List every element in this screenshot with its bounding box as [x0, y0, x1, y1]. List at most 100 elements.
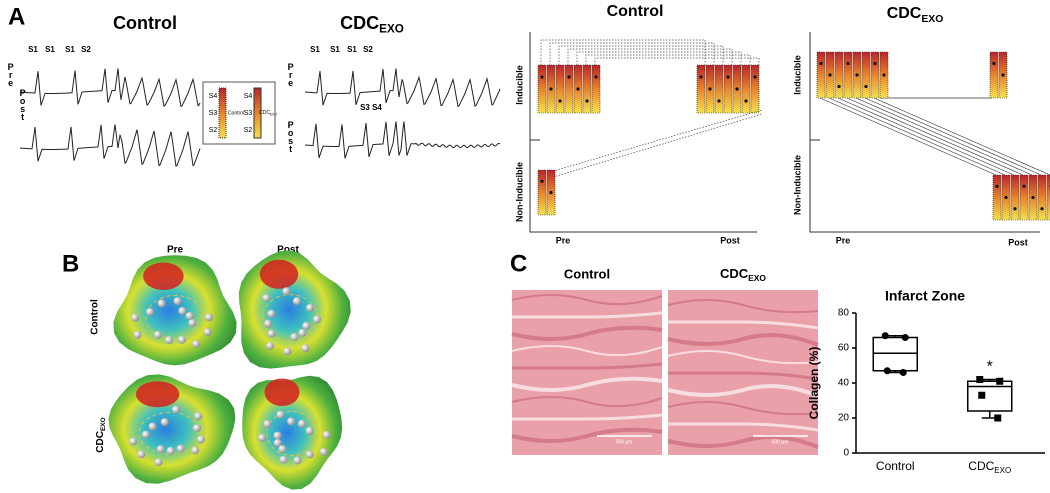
mapping-point — [283, 347, 292, 356]
image-title: CDCEXO — [720, 266, 766, 283]
legend-level: S2 — [209, 127, 218, 134]
mapping-point — [276, 410, 285, 419]
axis-label: Pre — [836, 235, 851, 245]
axis-label: Post — [720, 235, 740, 245]
ecg-title: Control — [113, 13, 177, 33]
ecg-trace — [304, 121, 501, 159]
animal-column — [537, 64, 547, 114]
dot — [855, 73, 859, 77]
y-tick-label: 40 — [838, 378, 850, 389]
scar-region — [259, 259, 299, 289]
dot — [744, 99, 748, 103]
box — [967, 380, 1013, 412]
dot — [828, 73, 832, 77]
mapping-point — [178, 307, 187, 316]
mapping-point — [192, 424, 201, 433]
dot — [708, 87, 712, 91]
stim-label: S1 — [310, 45, 320, 54]
data-point — [996, 377, 1004, 385]
y-tick-label: 60 — [838, 343, 850, 354]
stim-label: S1 — [28, 45, 38, 54]
connector — [819, 97, 997, 176]
x-tick-label-sub: EXO — [994, 466, 1011, 475]
dot — [567, 75, 571, 79]
post-label: Post — [18, 88, 28, 120]
data-point — [901, 334, 909, 341]
tissue-fiber — [512, 413, 663, 421]
mapping-point — [129, 437, 138, 446]
axis-label: Pre — [556, 235, 571, 245]
dot — [576, 87, 580, 91]
connector — [837, 97, 1015, 176]
connector — [549, 109, 763, 173]
scale-bar-label: 500 µm — [772, 439, 789, 445]
animal-column — [1046, 174, 1050, 221]
tissue-fiber — [511, 345, 663, 357]
mapping-point — [177, 335, 186, 344]
dot — [1040, 207, 1044, 211]
legend-stack — [218, 87, 227, 139]
mapping-point — [156, 445, 165, 454]
tissue-fiber — [667, 435, 819, 449]
animal-column — [537, 169, 547, 216]
axis-label: Inducible — [792, 55, 802, 95]
ecg-trace — [19, 68, 201, 108]
dot — [1001, 73, 1005, 77]
connector — [828, 97, 1006, 176]
mapping-point — [262, 293, 271, 302]
row-label-sub: EXO — [100, 417, 107, 431]
legend-stack — [253, 87, 262, 139]
mapping-point — [306, 303, 315, 312]
mapping-point — [297, 419, 306, 428]
row-label: Control — [90, 299, 101, 335]
mapping-point — [301, 344, 310, 353]
legend-label-main: CDC — [259, 110, 270, 116]
mapping-point — [203, 328, 212, 337]
dot — [992, 61, 996, 66]
x-tick-label: Control — [876, 459, 915, 473]
heart-surface — [113, 255, 237, 366]
animal-column — [696, 64, 706, 114]
dot — [753, 75, 757, 79]
y-tick-label: 20 — [838, 413, 850, 424]
animal-column — [861, 51, 871, 99]
chart-title-main: CDC — [887, 5, 922, 22]
mapping-point — [188, 319, 197, 327]
scar-region — [264, 378, 300, 406]
connector — [585, 54, 751, 65]
connector — [873, 97, 1050, 176]
data-point — [976, 376, 984, 383]
dot — [1022, 184, 1026, 188]
image-title-main: CDC — [720, 266, 749, 281]
tissue-fiber — [511, 427, 663, 443]
row-label-main: CDC — [95, 431, 106, 453]
animal-column — [816, 51, 826, 99]
image-title: Control — [564, 266, 610, 281]
tissue-fiber — [668, 371, 819, 381]
chart-title: CDCEXO — [887, 5, 944, 24]
mapping-point — [290, 333, 299, 342]
stim-label: S1 — [330, 45, 340, 54]
mapping-point — [166, 446, 175, 455]
panel-label: B — [62, 250, 79, 277]
dot — [1013, 207, 1017, 211]
mapping-point — [319, 447, 328, 456]
axis-label: Non-Inducible — [792, 155, 802, 215]
mapping-point — [196, 435, 205, 444]
connector — [567, 48, 733, 65]
column-label: Pre — [167, 245, 184, 256]
tissue-fiber — [512, 311, 663, 319]
connector — [594, 57, 760, 65]
animal-column — [564, 64, 574, 114]
animal-column — [834, 51, 844, 99]
tissue-fiber — [511, 325, 663, 341]
mapping-point — [154, 458, 163, 467]
post-label: Post — [286, 120, 296, 152]
connector — [549, 113, 763, 179]
mapping-point — [153, 330, 162, 339]
x-tick-label-main: Control — [876, 459, 915, 473]
animal-column — [750, 64, 760, 114]
row-label: CDCEXO — [95, 417, 107, 452]
legend-level: S3 — [244, 110, 253, 117]
tissue-fiber — [668, 320, 819, 330]
